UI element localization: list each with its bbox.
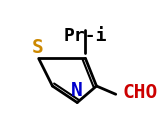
- Text: CHO: CHO: [123, 83, 158, 102]
- Text: Pr-i: Pr-i: [64, 27, 107, 45]
- Text: N: N: [71, 81, 83, 100]
- Text: S: S: [31, 38, 43, 57]
